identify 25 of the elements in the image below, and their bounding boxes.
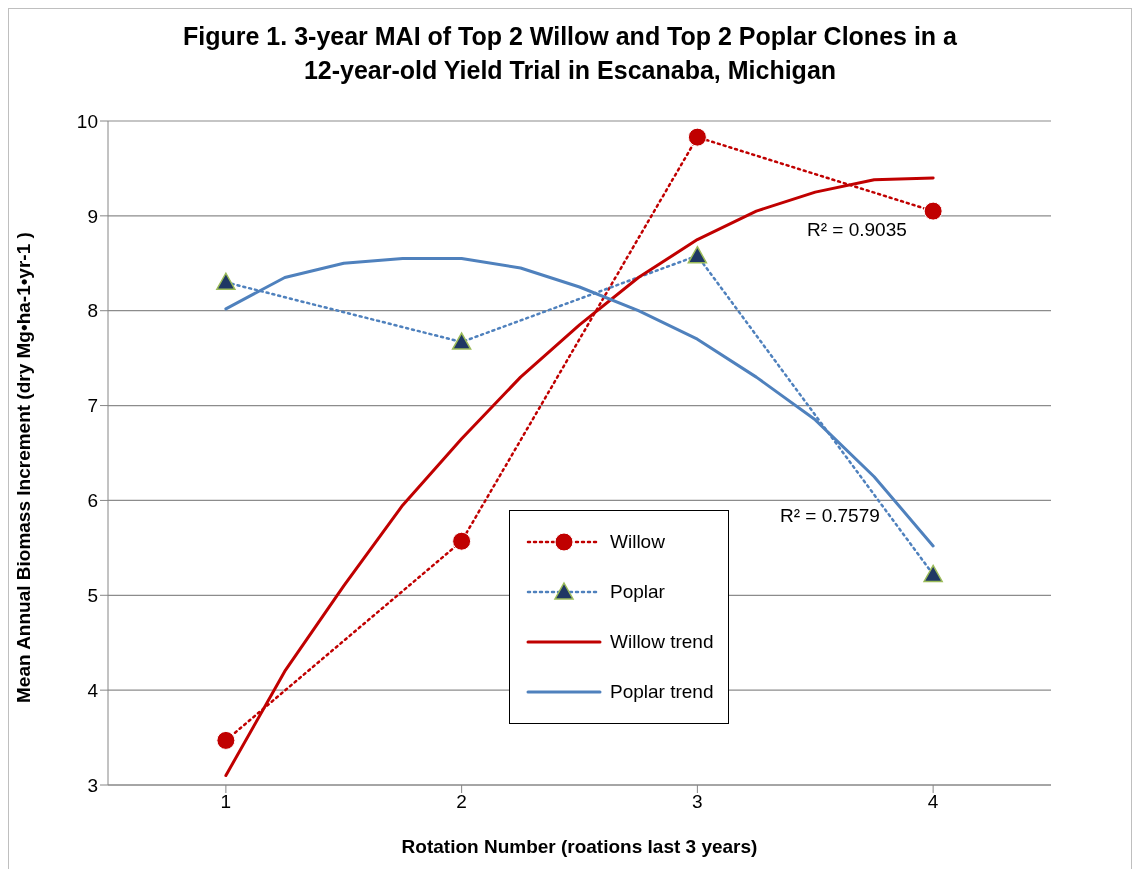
point [452,531,472,551]
y-tick-label: 4 [87,679,99,701]
x-tick-label: 1 [220,791,232,813]
annotation: R² = 0.7579 [780,505,880,527]
y-tick-label: 5 [87,585,98,607]
chart-title: Figure 1. 3-year MAI of Top 2 Willow and Top 2 Poplar Clones in a 12-year-old Yield Trial in Escanaba, Michigan [182,21,958,86]
point [923,201,943,221]
y-tick-label: 6 [87,490,98,512]
legend-label: Poplar trend [610,681,714,703]
x-tick-label: 4 [927,791,939,813]
x-axis-title: Rotation Number (roations last 3 years) [401,836,758,857]
annotation: R² = 0.9035 [807,219,907,241]
x-tick-label: 3 [692,791,703,813]
y-tick-label: 7 [87,395,98,417]
y-tick-label: 9 [87,205,98,227]
legend-label: Willow trend [610,631,714,653]
x-tick-label: 2 [456,791,467,813]
y-tick-label: 10 [76,110,98,132]
y-axis-title: Mean Annual Biomass Increment (dry Mg•ha-1•yr-1 ) [12,232,34,703]
legend-label: Poplar [610,581,665,603]
legend-label: Willow [610,531,665,553]
point [687,127,707,147]
y-tick-label: 3 [87,774,98,796]
y-tick-label: 8 [87,300,98,322]
point [216,730,236,750]
